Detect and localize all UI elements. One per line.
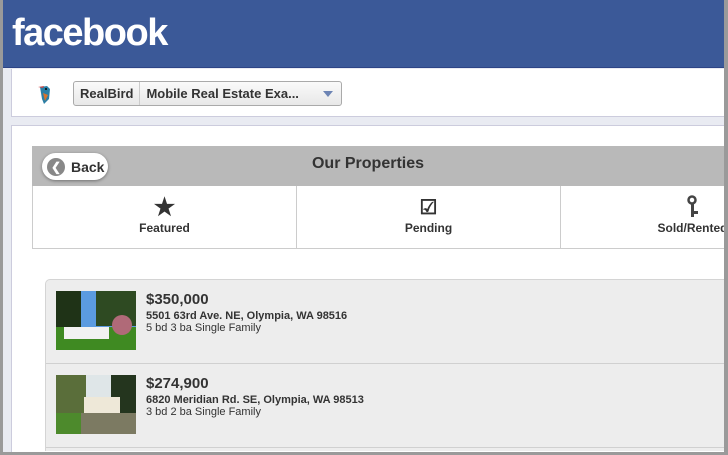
back-button[interactable]: ❮ Back	[42, 153, 108, 180]
page-name: Mobile Real Estate Exa...	[146, 86, 299, 101]
listing-price: $274,900	[146, 375, 209, 392]
facebook-header: facebook	[3, 0, 724, 68]
listing-row[interactable]: $350,000 5501 63rd Ave. NE, Olympia, WA 9…	[46, 280, 724, 364]
listing-details: 3 bd 2 ba Single Family	[146, 406, 261, 418]
kingfisher-bird-icon	[38, 86, 50, 104]
star-icon: ★	[153, 194, 176, 221]
page-header: ❮ Back Our Properties	[32, 146, 724, 186]
listing-row[interactable]: $274,900 6820 Meridian Rd. SE, Olympia, W…	[46, 364, 724, 448]
app-bar: RealBird Mobile Real Estate Exa...	[11, 69, 724, 117]
tab-label: Pending	[404, 221, 453, 235]
tab-label: Sold/Rented	[657, 221, 724, 235]
facebook-logo[interactable]: facebook	[12, 12, 168, 54]
back-label: Back	[71, 158, 105, 175]
listing-list[interactable]: $350,000 5501 63rd Ave. NE, Olympia, WA 9…	[45, 279, 724, 451]
property-photo	[56, 375, 136, 434]
tab-pending[interactable]: ☑ Pending	[297, 186, 561, 248]
listing-address: 6820 Meridian Rd. SE, Olympia, WA 98513	[146, 394, 364, 406]
checkbox-icon: ☑	[419, 197, 438, 219]
tab-featured[interactable]: ★ Featured	[33, 186, 297, 248]
tab-label: Featured	[139, 221, 190, 235]
app-page-selector[interactable]: RealBird Mobile Real Estate Exa...	[73, 81, 342, 106]
property-tabs: ★ Featured ☑ Pending Sold/Rented	[32, 186, 724, 249]
back-arrow-icon: ❮	[47, 157, 65, 176]
property-photo	[56, 291, 136, 350]
page-title: Our Properties	[311, 155, 425, 172]
listing-address: 5501 63rd Ave. NE, Olympia, WA 98516	[146, 310, 348, 322]
browser-frame: facebook RealBird Mobile Real Estate Exa…	[3, 0, 724, 452]
app-name: RealBird	[74, 82, 141, 105]
chevron-down-icon	[323, 90, 333, 97]
listing-price: $350,000	[146, 291, 209, 308]
tab-sold-rented[interactable]: Sold/Rented	[561, 186, 724, 248]
key-icon	[561, 195, 724, 221]
listing-details: 5 bd 3 ba Single Family	[146, 322, 261, 334]
